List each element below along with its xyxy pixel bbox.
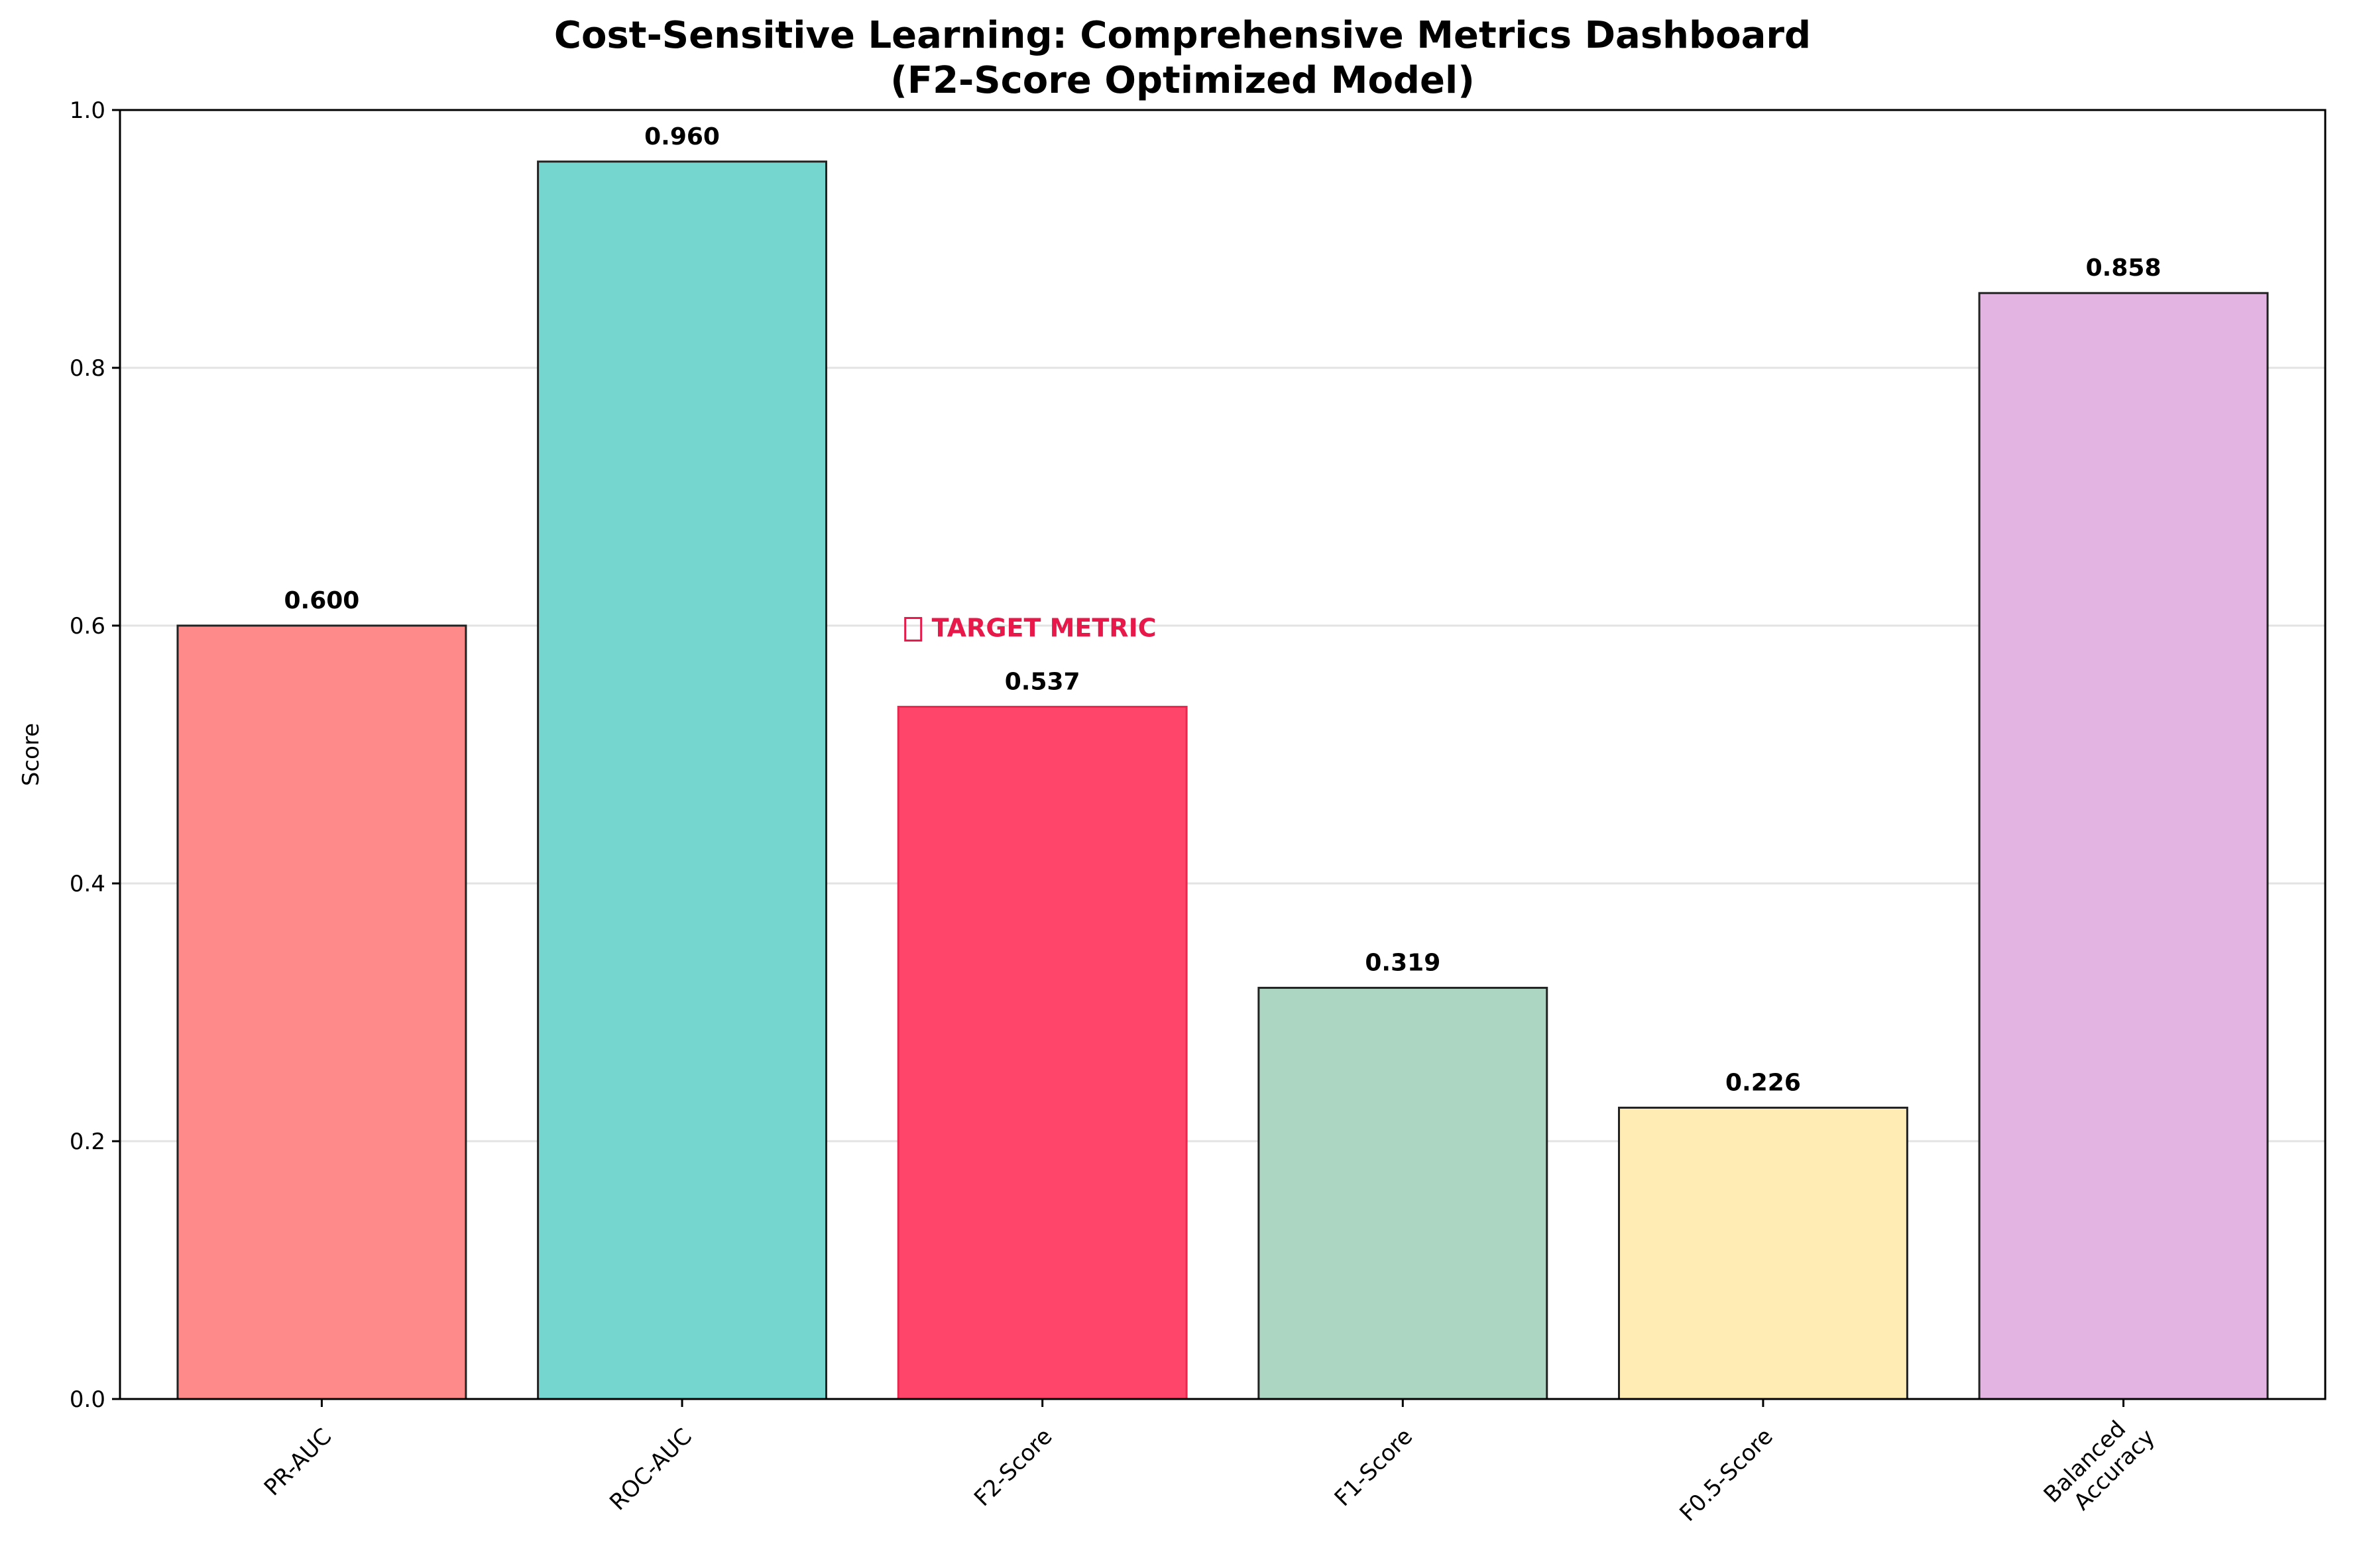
x-axis-ticks: PR-AUC ROC-AUC F2-Score F1-Score F0.5-Score B… xyxy=(259,1399,2160,1527)
bar-f1-score xyxy=(1257,987,1548,1400)
plot-frame xyxy=(119,109,2327,1400)
x-tick-label-text: F0.5-Score xyxy=(1674,1424,1778,1527)
bar-value-label: 0.960 xyxy=(644,123,720,150)
annotation-text: TARGET METRIC xyxy=(932,614,1157,643)
y-tick-label: 0.0 xyxy=(70,1386,105,1413)
bar-value-label: 0.226 xyxy=(1725,1069,1801,1096)
bar-pr-auc xyxy=(176,624,467,1400)
y-tick-label: 0.4 xyxy=(70,871,105,897)
x-tick-label-text: F2-Score xyxy=(969,1424,1057,1512)
bars xyxy=(176,160,2269,1400)
bar-value-label: 0.858 xyxy=(2086,254,2162,282)
x-tick-label-text: PR-AUC xyxy=(259,1424,337,1501)
gridlines xyxy=(120,366,2325,1143)
chart-title: Cost-Sensitive Learning: Comprehensive M… xyxy=(554,14,1811,57)
y-tick-label: 0.8 xyxy=(70,355,105,382)
x-tick-label: F1-Score xyxy=(1330,1424,1418,1512)
bar-f0-5-score xyxy=(1617,1106,1908,1400)
annotation: TARGET METRIC xyxy=(904,614,1157,643)
x-tick-label-text: F1-Score xyxy=(1330,1424,1418,1512)
bar-value-label: 0.319 xyxy=(1365,950,1440,977)
y-tick-label: 0.2 xyxy=(70,1129,105,1155)
bar-balanced xyxy=(1978,292,2269,1400)
chart-subtitle: (F2-Score Optimized Model) xyxy=(890,59,1475,102)
x-tick-label: F2-Score xyxy=(969,1424,1057,1512)
y-tick-label: 1.0 xyxy=(70,97,105,124)
bar-f2-score xyxy=(897,706,1188,1400)
y-axis-label: Score xyxy=(18,723,44,786)
x-tick-label-text: ROC-AUC xyxy=(605,1424,697,1516)
y-axis-ticks: 0.0 0.2 0.4 0.6 0.8 1.0 xyxy=(70,97,120,1413)
x-tick-label: PR-AUC xyxy=(259,1424,337,1501)
target-icon xyxy=(904,617,923,642)
bar-value-label: 0.537 xyxy=(1005,669,1080,696)
value-labels: 0.600 0.960 0.537 0.319 0.226 0.858 xyxy=(284,123,2161,1097)
bar-value-label: 0.600 xyxy=(284,587,359,614)
y-tick-label: 0.6 xyxy=(70,613,105,640)
bar-roc-auc xyxy=(537,160,828,1400)
x-tick-label: ROC-AUC xyxy=(605,1424,697,1516)
x-tick-label: F0.5-Score xyxy=(1674,1424,1778,1527)
